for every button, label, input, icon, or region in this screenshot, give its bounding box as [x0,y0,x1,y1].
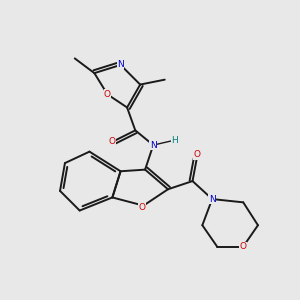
Text: N: N [209,195,215,204]
Text: O: O [109,137,116,146]
Text: O: O [240,242,247,251]
Text: N: N [117,60,124,69]
Text: O: O [194,150,201,159]
Text: N: N [150,141,157,150]
Text: H: H [171,136,178,145]
Text: O: O [138,203,145,212]
Text: O: O [104,90,111,99]
